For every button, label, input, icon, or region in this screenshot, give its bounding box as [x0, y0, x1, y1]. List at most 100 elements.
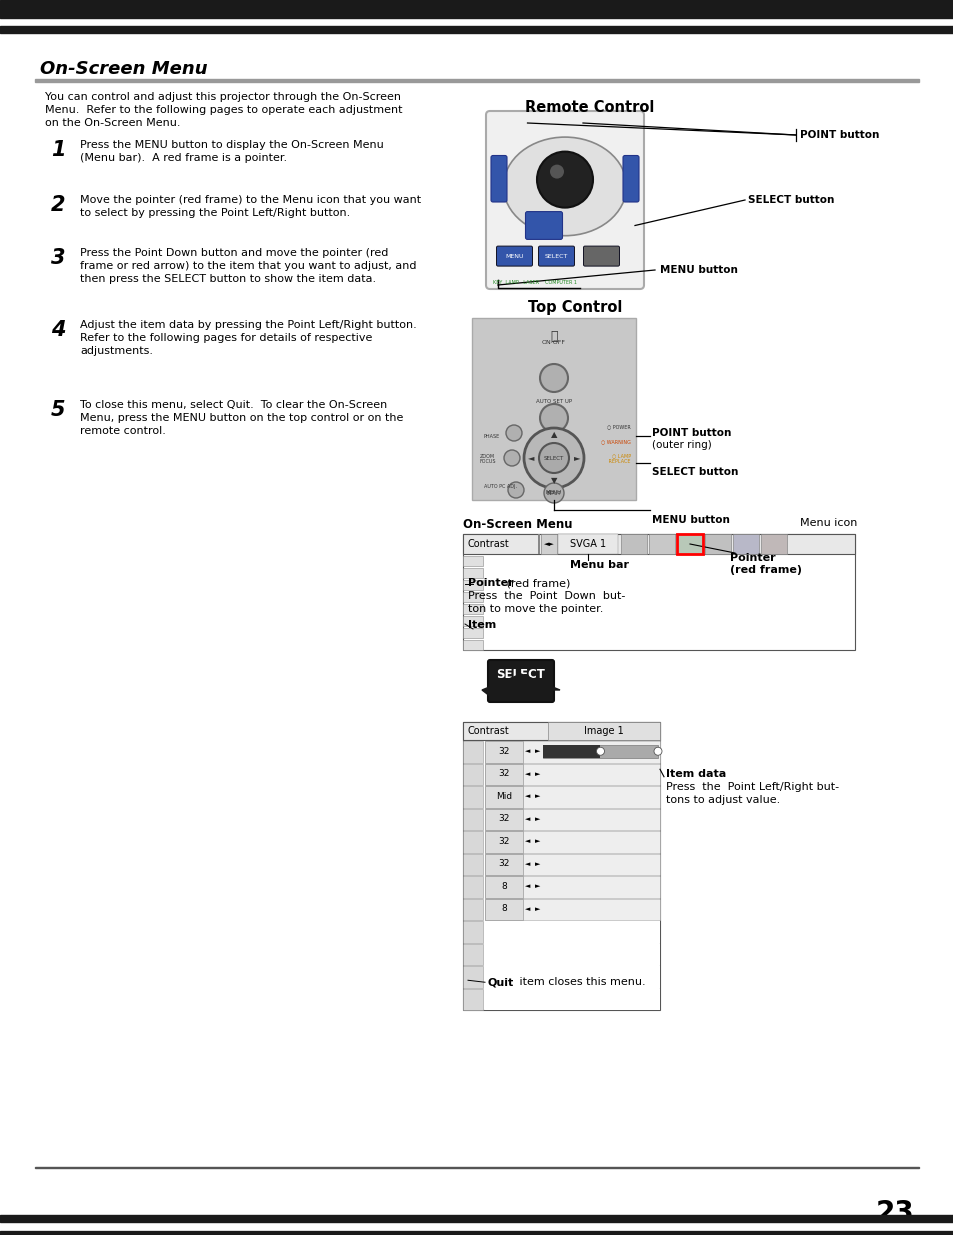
Bar [462, 580, 482, 590]
Bar [484, 809, 659, 830]
Text: ◄: ◄ [524, 839, 530, 845]
Text: Contrast: Contrast [468, 726, 509, 736]
Bar [484, 988, 659, 1010]
Text: ►: ► [535, 771, 539, 777]
Text: remote control.: remote control. [80, 426, 166, 436]
Bar [462, 763, 482, 785]
Bar [35, 79, 918, 82]
Circle shape [654, 747, 661, 756]
Text: SELECT button: SELECT button [747, 195, 834, 205]
Text: Contrast: Contrast [468, 538, 509, 550]
Text: ►: ► [535, 793, 539, 799]
Text: ►: ► [535, 839, 539, 845]
Bar [462, 722, 659, 740]
Bar [0, 0, 953, 19]
Text: Image 1: Image 1 [583, 726, 623, 736]
Circle shape [550, 164, 563, 179]
Text: To close this menu, select Quit.  To clear the On-Screen: To close this menu, select Quit. To clea… [80, 400, 387, 410]
Bar [484, 853, 522, 876]
Bar [462, 616, 482, 626]
Text: Menu, press the MENU button on the top control or on the: Menu, press the MENU button on the top c… [80, 412, 403, 424]
Bar [484, 741, 522, 762]
Text: Press  the  Point Left/Right but-: Press the Point Left/Right but- [665, 782, 839, 792]
Polygon shape [481, 674, 559, 700]
Bar [462, 722, 659, 1010]
Text: 5: 5 [51, 400, 65, 420]
Text: PHASE: PHASE [483, 433, 499, 438]
Text: INPUT: INPUT [546, 490, 560, 495]
Bar [462, 876, 482, 898]
Text: Press the MENU button to display the On-Screen Menu: Press the MENU button to display the On-… [80, 140, 383, 149]
Bar [542, 745, 599, 758]
Circle shape [539, 364, 567, 391]
Bar [677, 534, 702, 555]
Text: SELECT: SELECT [544, 253, 568, 258]
Bar [462, 629, 482, 638]
Circle shape [543, 483, 563, 503]
Text: Menu icon: Menu icon [800, 517, 857, 529]
Text: 32: 32 [497, 814, 509, 824]
Bar [484, 876, 659, 898]
Text: ON·OFF: ON·OFF [541, 340, 565, 345]
Text: ►: ► [535, 883, 539, 889]
Circle shape [596, 747, 604, 756]
Text: 32: 32 [497, 747, 509, 756]
Text: Mid: Mid [496, 792, 512, 800]
Bar [462, 944, 482, 965]
Text: on the On-Screen Menu.: on the On-Screen Menu. [45, 119, 180, 128]
Bar [462, 534, 854, 650]
Circle shape [539, 404, 567, 432]
Bar [0, 1223, 953, 1229]
Circle shape [538, 443, 568, 473]
Text: ◄: ◄ [524, 748, 530, 755]
Text: 8: 8 [500, 904, 506, 913]
Text: ►: ► [535, 816, 539, 821]
FancyBboxPatch shape [537, 246, 574, 266]
Text: Pointer
(red frame): Pointer (red frame) [729, 553, 801, 574]
Bar [484, 741, 659, 762]
Bar [484, 831, 659, 852]
FancyBboxPatch shape [488, 659, 554, 701]
Text: You can control and adjust this projector through the On-Screen: You can control and adjust this projecto… [45, 91, 400, 103]
Text: ►: ► [535, 861, 539, 867]
Text: ◄: ◄ [524, 793, 530, 799]
Circle shape [505, 425, 521, 441]
FancyBboxPatch shape [622, 156, 639, 203]
Text: ton to move the pointer.: ton to move the pointer. [468, 604, 602, 614]
Bar [484, 899, 522, 920]
Bar [677, 534, 702, 555]
Bar [462, 785, 482, 808]
Text: SVGA 1: SVGA 1 [569, 538, 605, 550]
Bar [484, 944, 659, 965]
Text: SELECT: SELECT [543, 456, 563, 461]
Bar [540, 534, 557, 555]
Text: ○ WARNING: ○ WARNING [600, 438, 630, 445]
Text: ►: ► [535, 905, 539, 911]
Circle shape [537, 152, 593, 207]
Text: KEY  LAMP   LASER    COMPUTER 1: KEY LAMP LASER COMPUTER 1 [493, 280, 577, 285]
Text: ○ POWER: ○ POWER [607, 424, 630, 429]
Bar [484, 899, 659, 920]
Text: ⏻: ⏻ [550, 330, 558, 343]
Text: Press the Point Down button and move the pointer (red: Press the Point Down button and move the… [80, 248, 388, 258]
Bar [462, 556, 482, 566]
Bar [484, 785, 522, 808]
Text: SELECT button: SELECT button [651, 467, 738, 477]
Bar [547, 722, 659, 740]
Text: 23: 23 [876, 1199, 914, 1228]
Circle shape [503, 450, 519, 466]
Text: ◄: ◄ [524, 771, 530, 777]
Bar [542, 745, 658, 758]
Text: MENU: MENU [505, 253, 523, 258]
Text: ◄: ◄ [527, 453, 534, 462]
Bar [537, 534, 539, 555]
Text: Move the pointer (red frame) to the Menu icon that you want: Move the pointer (red frame) to the Menu… [80, 195, 420, 205]
Bar [462, 988, 482, 1010]
Text: Press  the  Point  Down  but-: Press the Point Down but- [468, 592, 625, 601]
Text: ◄►: ◄► [543, 541, 554, 547]
Text: ZOOM
FOCUS: ZOOM FOCUS [479, 453, 496, 464]
Bar [462, 640, 482, 650]
Text: ▼: ▼ [550, 477, 557, 485]
Text: POINT button: POINT button [800, 130, 879, 140]
Bar [462, 966, 482, 988]
